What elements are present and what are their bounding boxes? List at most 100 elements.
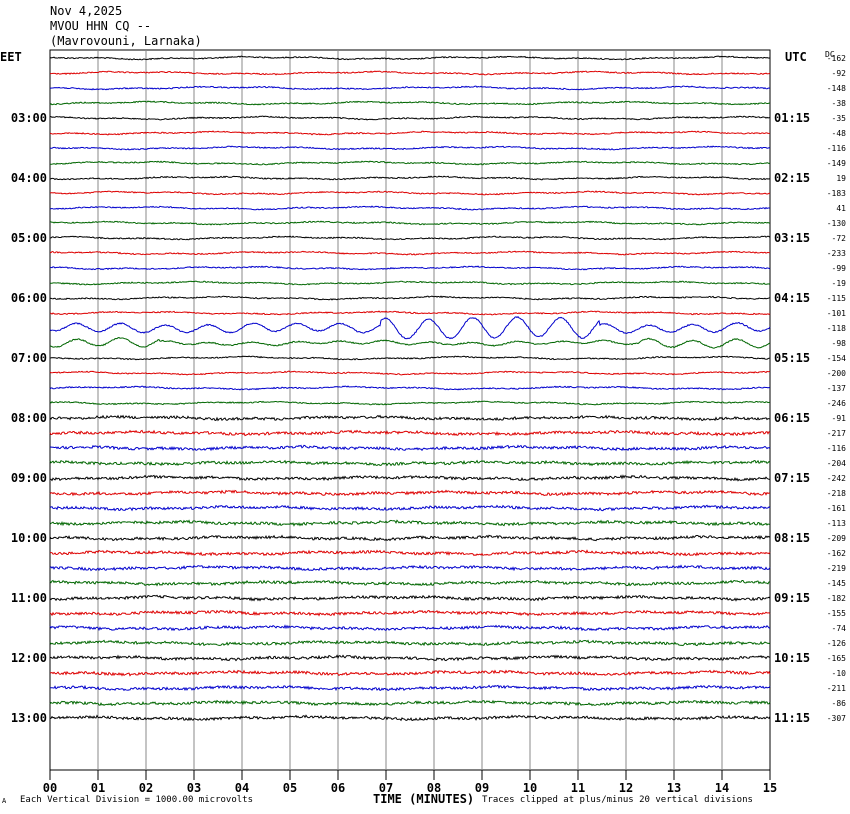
dc-offset-label: -246 bbox=[827, 399, 846, 408]
right-hour-label: 10:15 bbox=[774, 651, 810, 665]
trace-line bbox=[49, 669, 771, 677]
dc-offset-label: -101 bbox=[827, 309, 846, 318]
x-tick-label: 00 bbox=[43, 781, 57, 795]
dc-offset-label: -145 bbox=[827, 579, 846, 588]
trace-line bbox=[49, 414, 771, 422]
x-tick-label: 07 bbox=[379, 781, 393, 795]
trace-line bbox=[49, 370, 771, 376]
trace-line bbox=[49, 115, 771, 121]
right-hour-label: 09:15 bbox=[774, 591, 810, 605]
left-hour-label: 04:00 bbox=[11, 171, 47, 185]
x-tick-label: 10 bbox=[523, 781, 537, 795]
trace-line bbox=[49, 519, 771, 527]
left-hour-label: 05:00 bbox=[11, 231, 47, 245]
trace-line bbox=[49, 504, 771, 512]
trace-line bbox=[49, 295, 771, 301]
dc-offset-label: -92 bbox=[832, 69, 847, 78]
trace-line bbox=[49, 594, 771, 602]
x-tick-label: 06 bbox=[331, 781, 345, 795]
dc-offset-label: -307 bbox=[827, 714, 846, 723]
dc-label: DC bbox=[825, 50, 835, 59]
trace-line bbox=[49, 190, 771, 196]
trace-line bbox=[49, 489, 771, 497]
right-hour-label: 11:15 bbox=[774, 711, 810, 725]
dc-offset-label: -130 bbox=[827, 219, 846, 228]
left-zone-label: EET bbox=[0, 50, 22, 64]
dc-offset-label: -38 bbox=[832, 99, 847, 108]
dc-offset-label: -165 bbox=[827, 654, 846, 663]
trace-line bbox=[49, 444, 771, 452]
left-hour-label: 06:00 bbox=[11, 291, 47, 305]
dc-offset-label: -118 bbox=[827, 324, 846, 333]
trace-line bbox=[49, 160, 771, 166]
trace-line bbox=[49, 474, 771, 482]
dc-offset-label: -183 bbox=[827, 189, 846, 198]
dc-offset-label: -217 bbox=[827, 429, 846, 438]
dc-offset-label: -211 bbox=[827, 684, 846, 693]
trace-line bbox=[49, 70, 771, 76]
trace-line bbox=[49, 175, 771, 181]
dc-offset-label: -204 bbox=[827, 459, 846, 468]
dc-offset-label: -182 bbox=[827, 594, 846, 603]
trace-line bbox=[49, 639, 771, 647]
right-zone-label: UTC bbox=[785, 50, 807, 64]
dc-offset-label: -10 bbox=[832, 669, 847, 678]
trace-line bbox=[49, 385, 771, 391]
trace-line bbox=[49, 250, 771, 256]
dc-offset-label: -74 bbox=[832, 624, 847, 633]
left-hour-label: 07:00 bbox=[11, 351, 47, 365]
header-location: (Mavrovouni, Larnaka) bbox=[50, 34, 202, 48]
left-hour-label: 13:00 bbox=[11, 711, 47, 725]
plot-frame bbox=[49, 49, 771, 771]
dc-offset-label: -200 bbox=[827, 369, 846, 378]
header-date: Nov 4,2025 bbox=[50, 4, 123, 18]
left-hour-label: 11:00 bbox=[11, 591, 47, 605]
right-hour-label: 03:15 bbox=[774, 231, 810, 245]
right-hour-label: 05:15 bbox=[774, 351, 810, 365]
label-group: 00 01 02 03 04 05 06 07 08 09 10 11 12 13 14 15 -162 -92 -… bbox=[11, 54, 846, 795]
trace-line bbox=[49, 684, 771, 692]
x-tick-label: 08 bbox=[427, 781, 441, 795]
trace-line bbox=[49, 355, 771, 361]
dc-offset-label: -115 bbox=[827, 294, 846, 303]
trace-group bbox=[49, 55, 771, 722]
dc-offset-label: -116 bbox=[827, 444, 846, 453]
dc-offset-label: -162 bbox=[827, 54, 846, 63]
left-hour-label: 03:00 bbox=[11, 111, 47, 125]
trace-line bbox=[49, 624, 771, 632]
right-hour-label: 07:15 bbox=[774, 471, 810, 485]
dc-offset-label: -86 bbox=[832, 699, 847, 708]
dc-offset-label: -126 bbox=[827, 639, 846, 648]
trace-line bbox=[49, 145, 771, 151]
dc-offset-label: -242 bbox=[827, 474, 846, 483]
trace-line bbox=[49, 549, 771, 557]
dc-offset-label: -113 bbox=[827, 519, 846, 528]
trace-line bbox=[49, 55, 771, 61]
dc-offset-label: -48 bbox=[832, 129, 847, 138]
trace-line bbox=[49, 699, 771, 707]
dc-offset-label: -162 bbox=[827, 549, 846, 558]
x-tick-label: 14 bbox=[715, 781, 729, 795]
trace-line bbox=[49, 579, 771, 587]
trace-line bbox=[49, 714, 771, 722]
trace-line bbox=[49, 654, 771, 662]
left-hour-label: 08:00 bbox=[11, 411, 47, 425]
dc-offset-label: -233 bbox=[827, 249, 846, 258]
dc-offset-label: -72 bbox=[832, 234, 847, 243]
dc-offset-label: -148 bbox=[827, 84, 846, 93]
trace-line bbox=[49, 429, 771, 437]
x-tick-label: 03 bbox=[187, 781, 201, 795]
dc-offset-label: -98 bbox=[832, 339, 847, 348]
trace-line bbox=[49, 564, 771, 572]
trace-line bbox=[49, 459, 771, 467]
dc-offset-label: -154 bbox=[827, 354, 846, 363]
x-axis-title: TIME (MINUTES) bbox=[373, 792, 474, 806]
left-hour-label: 09:00 bbox=[11, 471, 47, 485]
trace-line bbox=[49, 220, 771, 226]
dc-offset-label: -99 bbox=[832, 264, 847, 273]
left-hour-label: 10:00 bbox=[11, 531, 47, 545]
x-tick-label: 13 bbox=[667, 781, 681, 795]
right-hour-label: 04:15 bbox=[774, 291, 810, 305]
dc-offset-label: -149 bbox=[827, 159, 846, 168]
